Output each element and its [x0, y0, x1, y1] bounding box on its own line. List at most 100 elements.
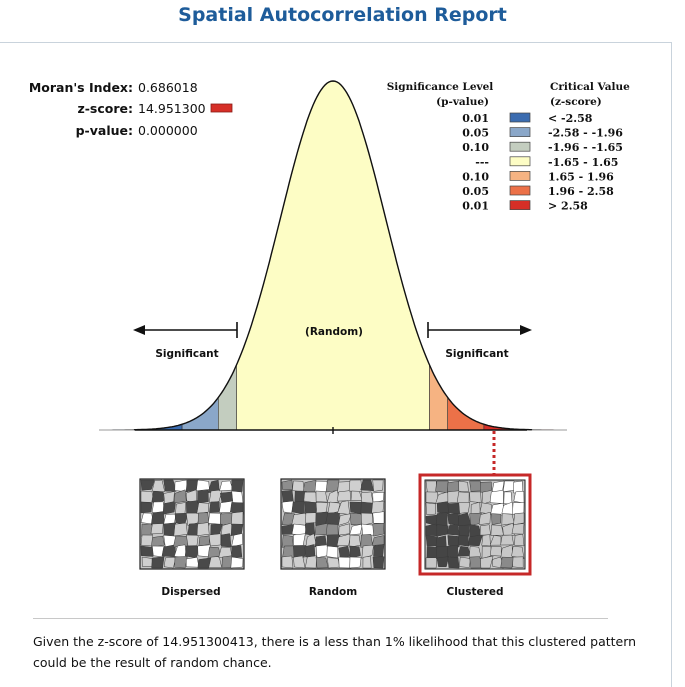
map-polygon [361, 491, 374, 504]
map-polygon [230, 556, 244, 569]
map-polygon [456, 491, 470, 505]
random-map [281, 479, 385, 569]
report-title: Spatial Autocorrelation Report [178, 4, 507, 26]
map-polygon [372, 522, 385, 537]
legend-p-value: 0.01 [462, 200, 489, 213]
map-polygon [305, 512, 318, 524]
map-polygon [489, 490, 504, 504]
map-polygon [435, 512, 448, 526]
map-polygon [303, 491, 317, 504]
morans-index-value: 0.686018 [138, 80, 198, 95]
map-polygon [325, 512, 340, 525]
map-polygon [304, 522, 316, 537]
map-polygon [196, 502, 210, 514]
map-polygon [338, 556, 352, 569]
map-polygon [336, 533, 352, 547]
random-label: (Random) [305, 326, 363, 338]
map-polygon [446, 544, 458, 558]
map-polygon [458, 502, 471, 514]
p-value-label: p-value: [76, 123, 133, 138]
map-polygon [512, 502, 525, 515]
map-polygon [150, 523, 164, 535]
map-polygon [208, 533, 221, 547]
map-polygon [326, 545, 339, 559]
map-polygon [293, 533, 306, 546]
map-polygon [361, 523, 375, 536]
map-polygon [281, 490, 294, 503]
map-polygon [447, 513, 460, 526]
map-polygon [173, 489, 187, 504]
map-polygon [458, 535, 469, 547]
map-polygon [140, 545, 154, 557]
right-significance-arrow [427, 322, 532, 338]
map-polygon [425, 480, 437, 494]
map-polygon [208, 489, 223, 504]
map-polygon [513, 512, 525, 526]
summary-text: Given the z-score of 14.951300413, there… [33, 634, 637, 670]
map-polygon [185, 557, 200, 568]
curve-outline [134, 80, 532, 431]
map-polygon [360, 501, 373, 515]
legend-swatch [509, 112, 531, 123]
map-polygon [173, 522, 188, 537]
legend-swatch [509, 171, 531, 181]
map-polygon [304, 501, 318, 515]
map-polygon [502, 480, 515, 492]
map-polygon [447, 502, 461, 515]
map-polygon [175, 502, 187, 515]
map-polygon [511, 546, 525, 560]
morans-index-label: Moran's Index: [29, 80, 133, 95]
map-polygon [469, 491, 482, 503]
map-polygon [514, 533, 525, 547]
map-polygon [220, 533, 232, 548]
map-polygon [447, 535, 460, 548]
map-polygon [150, 535, 165, 548]
pattern-dispersed [139, 478, 245, 570]
map-polygon [425, 557, 438, 569]
report-panel: Moran's Index: 0.686018 z-score: 14.9513… [0, 42, 672, 687]
legend-significance-header: Significance Level [387, 81, 494, 93]
map-polygon [372, 556, 385, 569]
curve-zone-3 [236, 80, 430, 431]
map-polygon [348, 479, 363, 493]
legend-critical-subheader: (z-score) [550, 96, 602, 108]
legend-p-value: 0.05 [462, 185, 489, 198]
map-polygon [281, 479, 293, 490]
statistics-block: Moran's Index: 0.686018 z-score: 14.9513… [29, 80, 233, 138]
map-polygon [459, 556, 471, 568]
map-polygon [425, 523, 438, 537]
legend-swatch [509, 185, 531, 196]
map-polygon [362, 555, 372, 569]
map-polygon [326, 489, 340, 503]
map-polygon [196, 522, 210, 536]
dispersed-label: Dispersed [161, 586, 220, 598]
map-polygon [458, 524, 470, 537]
map-polygon [231, 511, 244, 526]
legend-critical-header: Critical Value [550, 81, 630, 93]
map-polygon [435, 480, 449, 493]
map-polygon [469, 556, 483, 569]
map-polygon [281, 555, 294, 569]
map-polygon [315, 556, 329, 569]
map-polygon [436, 501, 450, 515]
legend-significance-subheader: (p-value) [436, 96, 489, 108]
map-polygon [151, 479, 166, 492]
map-polygon [304, 544, 316, 558]
map-polygon [151, 491, 164, 503]
map-polygon [197, 512, 210, 526]
map-polygon [197, 557, 211, 569]
map-polygon [208, 556, 223, 568]
map-polygon [373, 544, 385, 557]
legend-z-range: < -2.58 [548, 112, 593, 125]
left-significance-arrow [133, 322, 238, 338]
map-polygon [315, 502, 328, 514]
z-score-swatch [210, 103, 233, 113]
map-polygon [336, 490, 352, 502]
map-polygon [198, 535, 210, 547]
map-polygon [349, 534, 361, 548]
map-polygon [479, 524, 491, 536]
map-polygon [231, 545, 243, 558]
map-polygon [184, 545, 200, 559]
map-polygon [447, 556, 460, 569]
legend-p-value: 0.10 [462, 141, 489, 154]
